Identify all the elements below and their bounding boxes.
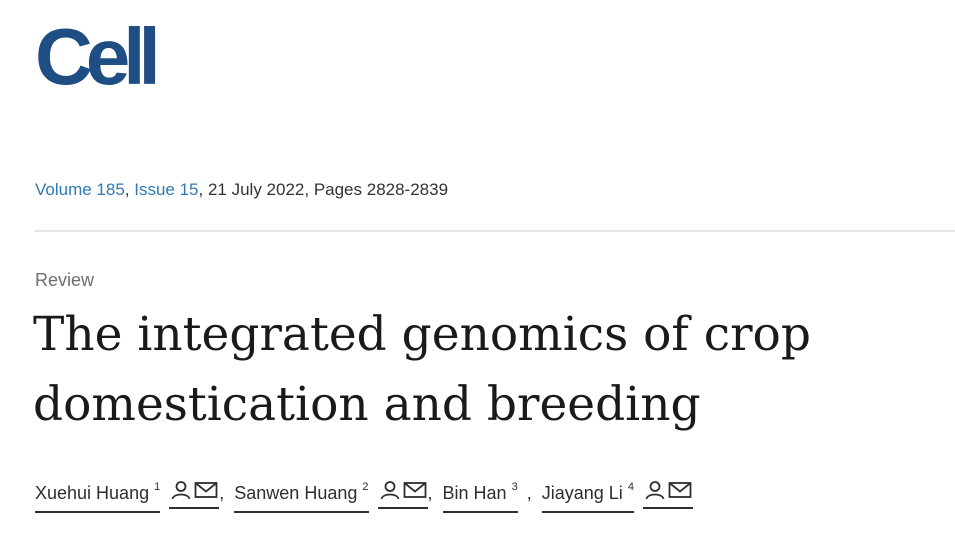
author-sanwen-huang[interactable]: Sanwen Huang 2 (234, 474, 368, 513)
person-icon (644, 480, 666, 500)
issue-link[interactable]: Issue 15 (134, 180, 198, 199)
divider (35, 230, 955, 232)
article-type: Review (35, 268, 94, 292)
author-affiliation: 3 (512, 481, 518, 493)
author-jiayang-li[interactable]: Jiayang Li 4 (542, 474, 634, 513)
person-icon (170, 480, 192, 500)
author-contact-xuehui-huang[interactable] (169, 474, 219, 509)
author-name-text: Bin Han (443, 483, 507, 503)
author-list: Xuehui Huang 1, Sanwen Huang 2, Bin Han … (35, 474, 693, 513)
mail-icon (403, 481, 427, 499)
author-affiliation: 4 (628, 481, 634, 493)
author-name-text: Xuehui Huang (35, 483, 149, 503)
author-name-text: Sanwen Huang (234, 483, 357, 503)
author-name-text: Jiayang Li (542, 483, 623, 503)
citation-separator: , (125, 180, 134, 199)
citation-date-pages: , 21 July 2022, Pages 2828-2839 (199, 180, 449, 199)
author-contact-jiayang-li[interactable] (643, 474, 693, 509)
author-affiliation: 1 (154, 481, 160, 493)
volume-link[interactable]: Volume 185 (35, 180, 125, 199)
mail-icon (194, 481, 218, 499)
author-bin-han[interactable]: Bin Han 3 (443, 474, 518, 513)
article-title: The integrated genomics of crop domestic… (33, 300, 933, 440)
author-contact-sanwen-huang[interactable] (378, 474, 428, 509)
author-separator: , (428, 483, 433, 503)
author-affiliation: 2 (362, 481, 368, 493)
person-icon (379, 480, 401, 500)
mail-icon (668, 481, 692, 499)
author-separator: , (527, 483, 532, 503)
cell-logo[interactable]: Cell (35, 13, 154, 101)
citation-line: Volume 185, Issue 15, 21 July 2022, Page… (35, 178, 448, 202)
author-separator: , (219, 483, 224, 503)
author-xuehui-huang[interactable]: Xuehui Huang 1 (35, 474, 160, 513)
